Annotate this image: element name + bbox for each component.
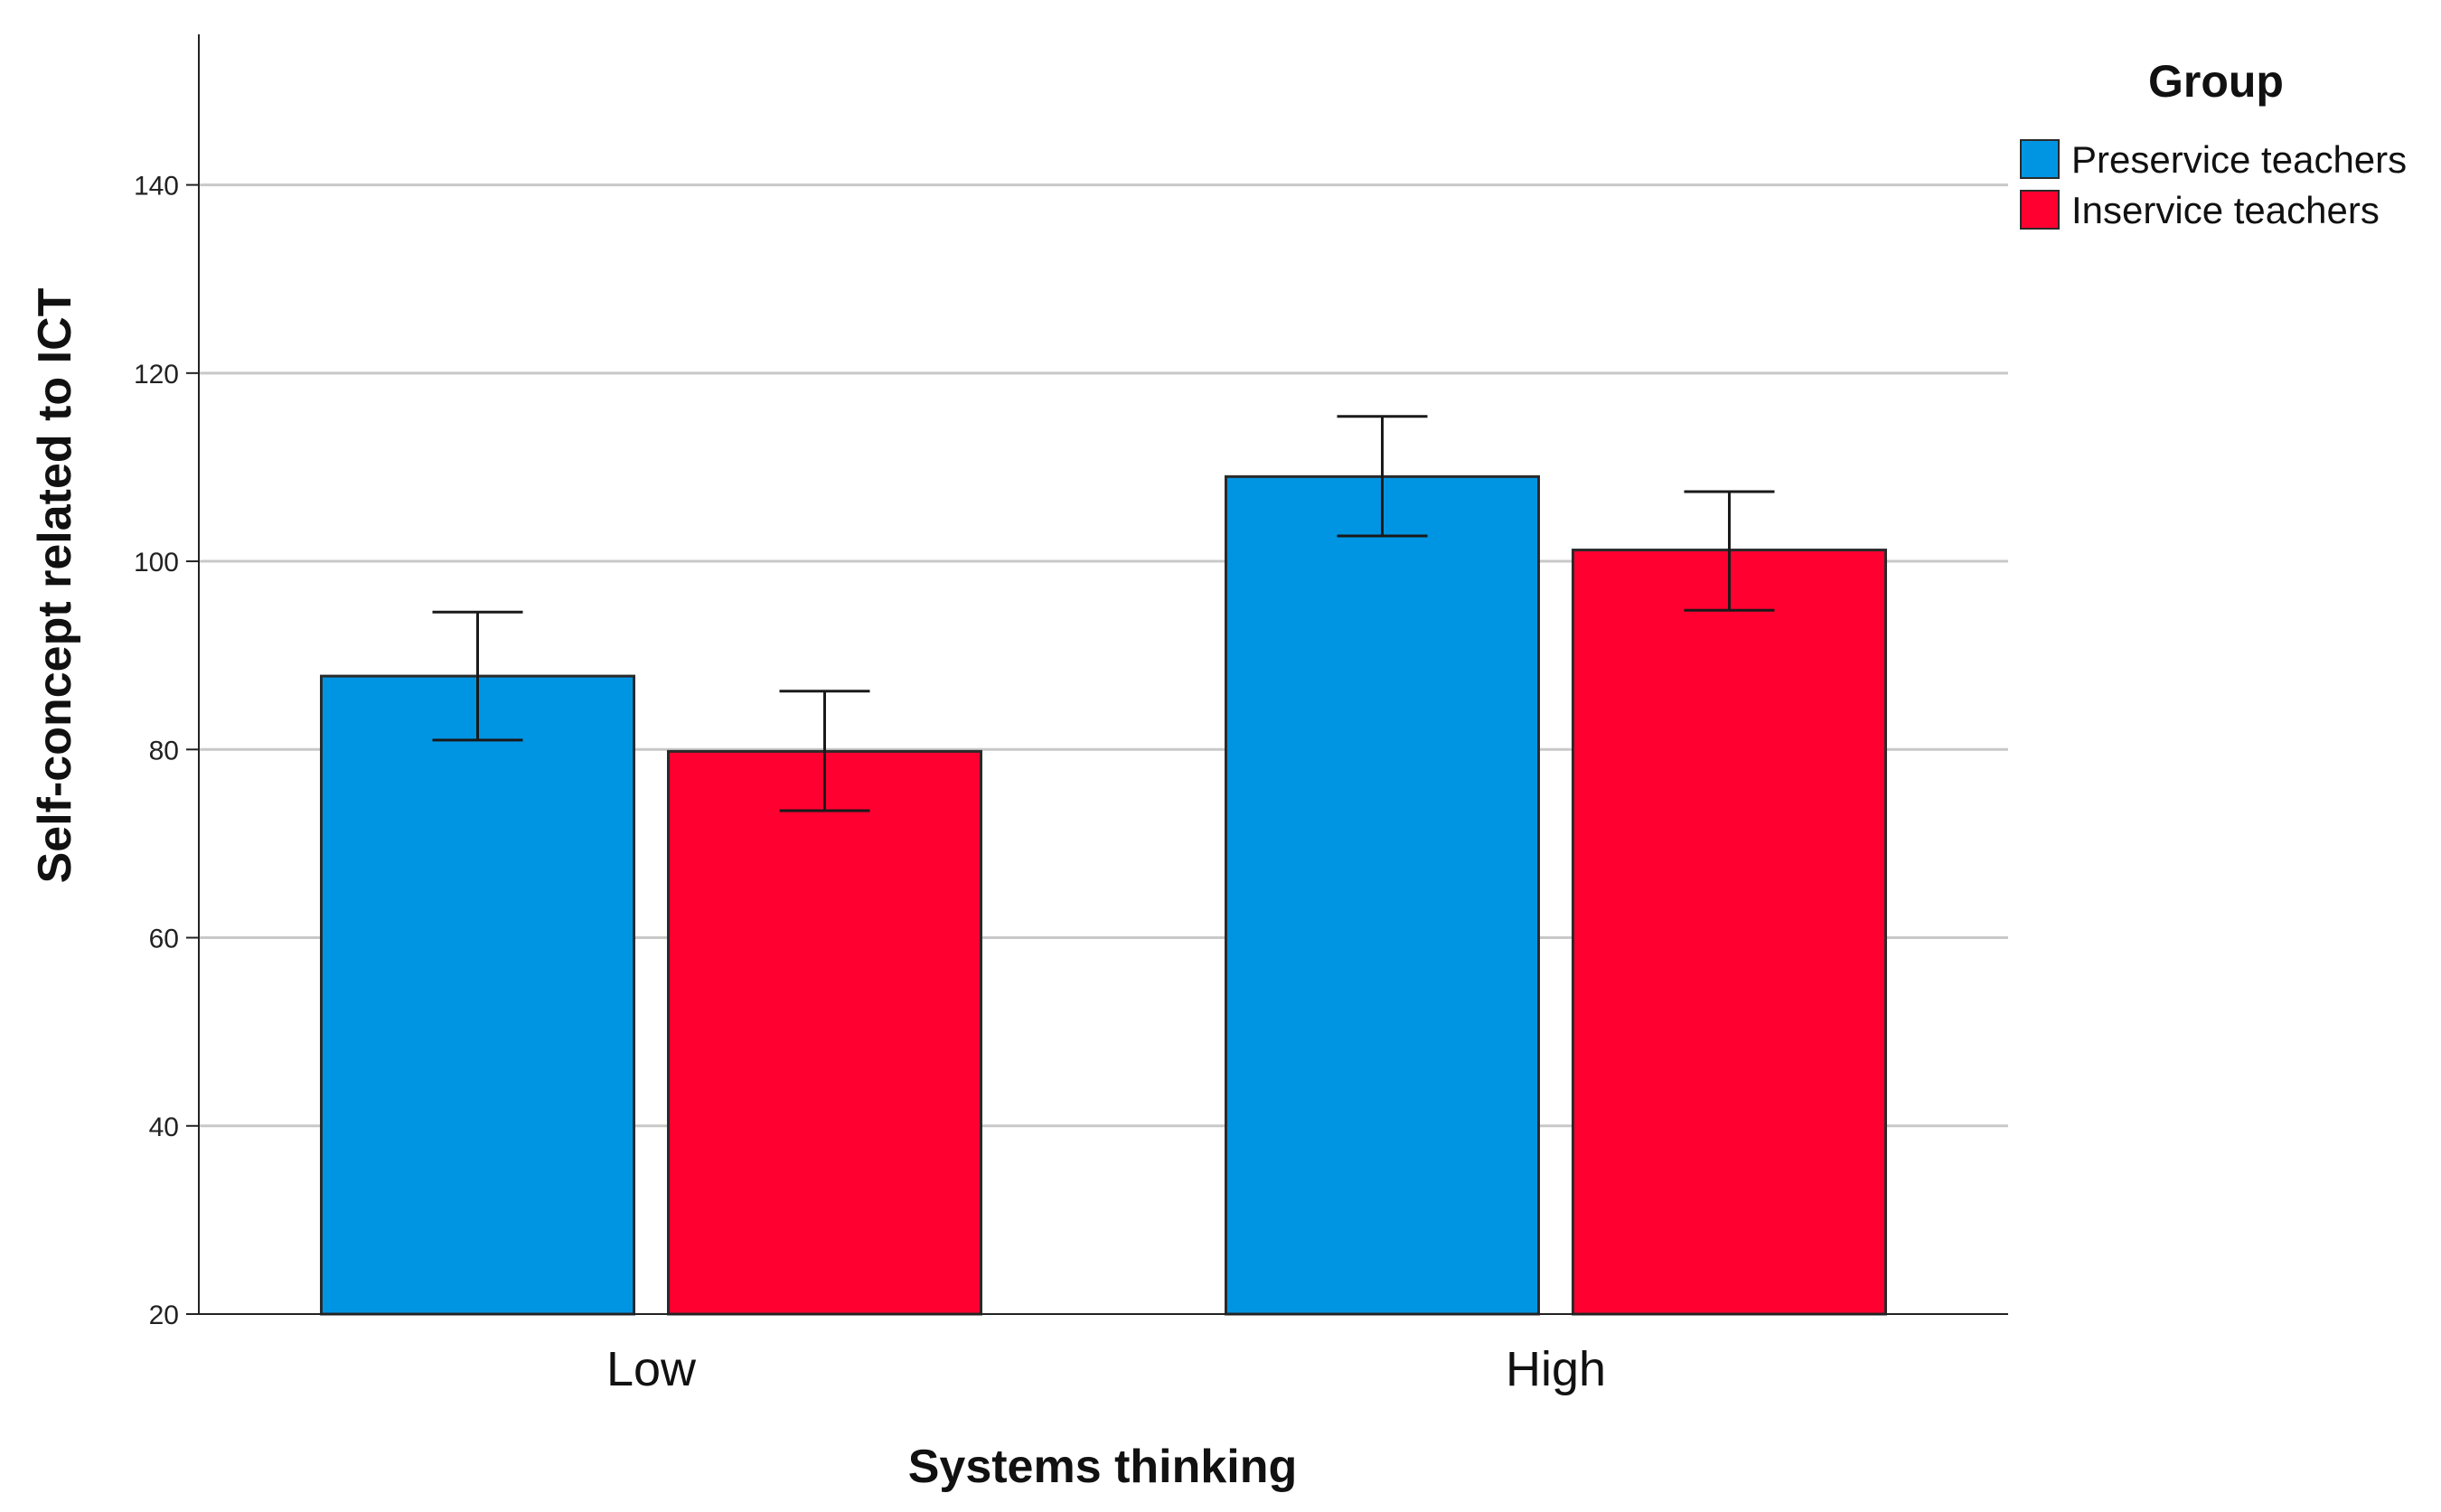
y-tick-label-120: 120 — [134, 360, 179, 390]
bar-low-preservice-teachers — [320, 674, 635, 1316]
legend-label-inservice-teachers: Inservice teachers — [2071, 189, 2380, 231]
bar-high-inservice-teachers — [1572, 549, 1887, 1316]
x-tick-label-low: Low — [606, 1342, 697, 1396]
y-axis-title: Self-concept related to ICT — [29, 287, 81, 883]
y-tick-label-60: 60 — [149, 925, 179, 954]
legend-title: Group — [2148, 56, 2284, 107]
y-tick-label-80: 80 — [149, 736, 179, 765]
x-tick-label-high: High — [1506, 1342, 1606, 1396]
legend-swatch-preservice-teachers — [2020, 139, 2060, 179]
legend: Group Preservice teachers Inservice teach… — [2020, 56, 2407, 231]
legend-swatch-inservice-teachers — [2020, 190, 2060, 230]
legend-label-preservice-teachers: Preservice teachers — [2071, 138, 2407, 181]
y-tick-label-100: 100 — [134, 548, 179, 578]
bar-high-preservice-teachers — [1225, 474, 1540, 1316]
y-tick-label-20: 20 — [149, 1301, 179, 1330]
bars — [320, 474, 1887, 1316]
x-axis-title: Systems thinking — [908, 1441, 1298, 1493]
axes — [186, 34, 2008, 1315]
bar-low-inservice-teachers — [667, 749, 982, 1316]
error-bars — [432, 415, 1775, 812]
y-tick-label-40: 40 — [149, 1113, 179, 1142]
y-tick-label-140: 140 — [134, 172, 179, 202]
labels: 20 40 60 80 100 120 140 Low High — [134, 172, 1606, 1396]
